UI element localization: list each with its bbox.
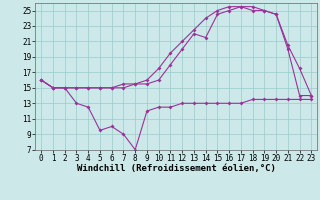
X-axis label: Windchill (Refroidissement éolien,°C): Windchill (Refroidissement éolien,°C): [77, 164, 276, 173]
